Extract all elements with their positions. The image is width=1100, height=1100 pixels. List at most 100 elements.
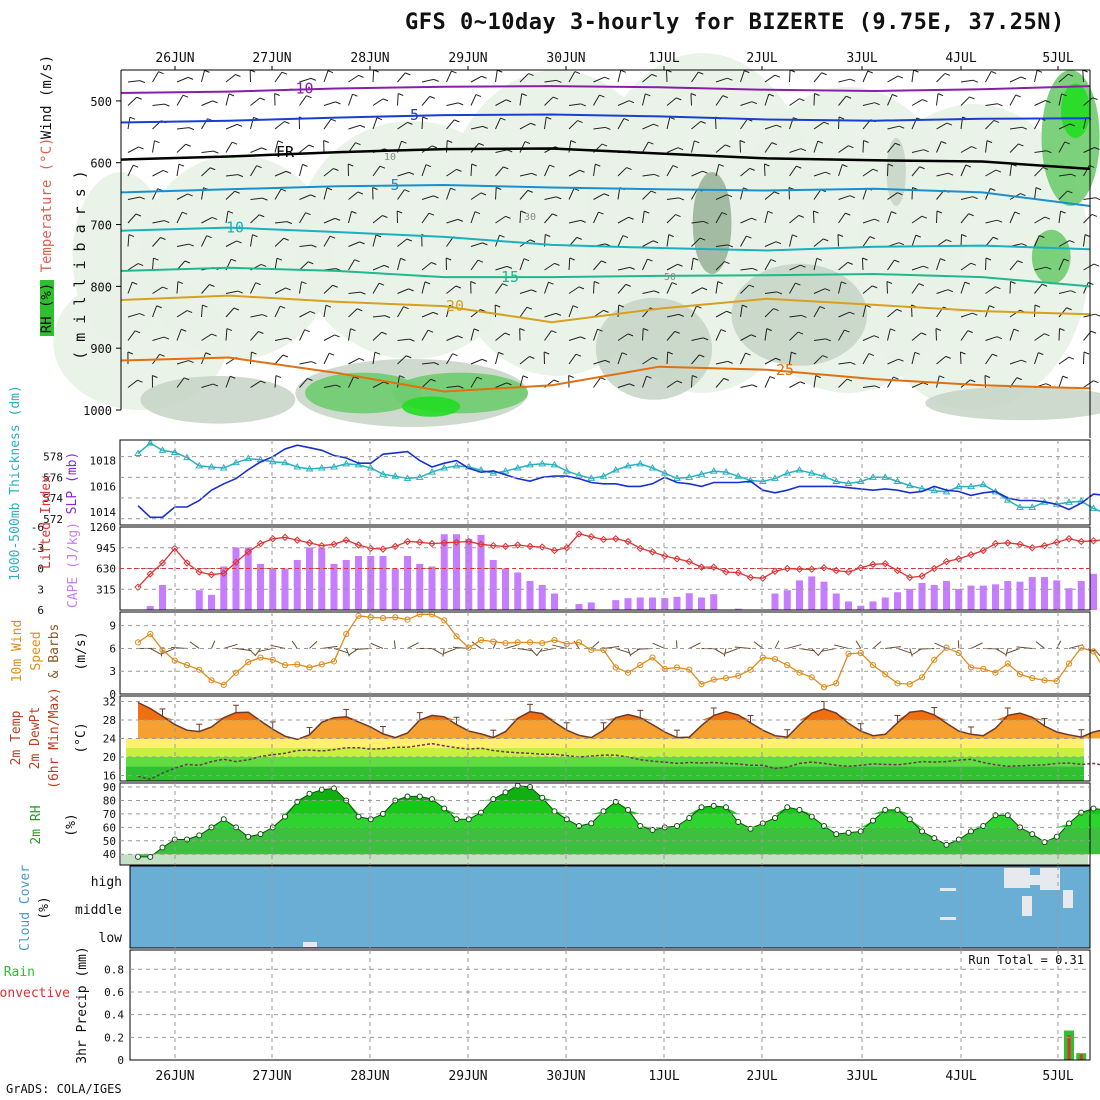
wind-barb xyxy=(935,328,937,341)
rh-marker xyxy=(759,820,766,827)
wind-barb xyxy=(715,164,720,177)
wind-barb xyxy=(544,312,557,318)
surface-wind-barb xyxy=(321,645,338,649)
wind-speed-marker xyxy=(490,638,497,645)
wind-barb xyxy=(323,352,330,365)
cape-bar xyxy=(661,598,669,610)
cape-bar xyxy=(943,581,950,610)
wind-barb-flag xyxy=(401,140,407,144)
surface-wind-barb xyxy=(723,648,727,657)
surface-wind-barb xyxy=(443,647,457,654)
wind-barb xyxy=(789,214,800,224)
wind-barb xyxy=(985,286,996,294)
wind-barb xyxy=(1034,333,1045,341)
wind-barb-flag xyxy=(654,173,660,177)
wind-barb xyxy=(1034,283,1043,294)
wind-barb xyxy=(666,147,679,153)
rh-marker xyxy=(698,804,705,811)
wind-barb xyxy=(323,284,334,294)
wind-barb-flag xyxy=(284,121,290,124)
wind-barb-flag xyxy=(335,384,341,388)
wind-barb-flag xyxy=(235,74,241,77)
wind-barb xyxy=(152,103,165,106)
cape-bar xyxy=(551,593,558,610)
wind-barb xyxy=(789,148,802,153)
rh-shading xyxy=(857,104,1090,410)
wind-barb-flag xyxy=(1093,263,1100,267)
wind-barb-flag xyxy=(993,119,1000,123)
thickness-marker xyxy=(354,460,363,468)
wind-barb-flag xyxy=(574,71,581,75)
temp-area-hot xyxy=(138,702,1100,721)
wind-barb-flag xyxy=(286,337,292,341)
thickness-marker xyxy=(1089,504,1098,511)
wind-barb xyxy=(764,191,775,200)
cape-bar xyxy=(783,590,791,610)
wind-barb xyxy=(789,381,801,388)
wind-barb-flag xyxy=(995,169,1002,173)
wind-barb-flag xyxy=(333,168,339,171)
wind-barb-flag xyxy=(188,127,195,131)
wind-barb-flag xyxy=(898,242,905,246)
wind-barb-flag xyxy=(580,336,586,340)
wind-barb-flag xyxy=(323,140,329,143)
wind-barb xyxy=(568,169,580,177)
pressure-tick-label: 500 xyxy=(90,95,112,109)
wind-barb-flag xyxy=(274,93,280,96)
wind-barb-flag xyxy=(748,284,755,288)
surface-wind-barb xyxy=(753,641,764,649)
wind-barb xyxy=(250,197,263,200)
rh-marker xyxy=(870,817,876,824)
wind-barb xyxy=(813,189,822,200)
rh-marker xyxy=(1090,805,1097,812)
wind-barb-flag xyxy=(445,257,452,261)
rh-marker xyxy=(931,835,938,842)
wind-barb xyxy=(617,304,620,318)
wind-barb-flag xyxy=(676,380,683,384)
rh-marker xyxy=(1053,833,1060,840)
wind-barb-flag xyxy=(506,382,512,386)
wind-barb xyxy=(544,96,554,106)
wind-barb xyxy=(519,258,525,271)
surface-wind-barb xyxy=(615,647,630,654)
wind-barb xyxy=(568,188,575,200)
wind-barb-flag xyxy=(849,311,855,315)
wind-barb xyxy=(152,220,165,224)
wind-barb xyxy=(690,93,692,106)
wind-barb-flag xyxy=(158,71,164,75)
wind-barb xyxy=(397,258,401,271)
cape-bar xyxy=(918,582,926,610)
wind-barb xyxy=(642,240,654,247)
thickness-marker xyxy=(219,464,228,471)
wind-barb-flag xyxy=(968,213,974,217)
wind-speed-marker xyxy=(906,681,913,688)
cloud-cover-fill xyxy=(130,866,1090,948)
wind-barb-flag xyxy=(519,328,525,331)
wind-barb-flag xyxy=(1069,123,1076,127)
wind-speed-marker xyxy=(245,659,252,666)
wind-barb xyxy=(495,215,506,224)
wind-speed-marker xyxy=(857,649,864,657)
wind-barb-flag xyxy=(210,167,216,171)
wind-barb-flag xyxy=(430,378,436,382)
wind-barb-flag xyxy=(837,234,844,237)
wind-barb-flag xyxy=(279,305,286,309)
lifted-index-marker xyxy=(1040,541,1049,550)
temp-tick-label: 16 xyxy=(103,769,116,782)
wind-barb xyxy=(152,286,163,294)
wind-speed-marker xyxy=(526,639,534,646)
wind-barb xyxy=(323,70,329,83)
wind-speed-marker xyxy=(588,646,595,654)
wind-barb-flag xyxy=(302,163,308,167)
wind-barb xyxy=(862,353,870,365)
wind-barb xyxy=(911,99,923,106)
rh-marker xyxy=(245,833,252,840)
wind-barb-flag xyxy=(1046,150,1052,154)
thickness-axis-label: 1000-500mb Thickness (dm) xyxy=(8,385,23,581)
wind-barb-flag xyxy=(654,290,660,294)
wind-barb-flag xyxy=(454,119,460,123)
lifted-index-marker xyxy=(440,539,448,547)
li-tick-label: -6 xyxy=(31,521,44,534)
wind-barb-flag xyxy=(177,281,184,285)
wind-barb xyxy=(568,305,574,318)
